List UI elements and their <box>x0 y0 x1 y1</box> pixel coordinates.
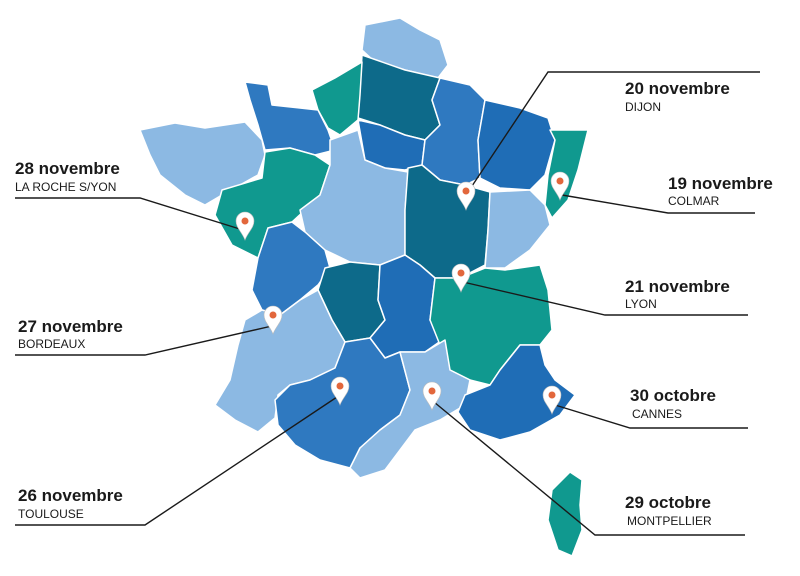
pin-dot <box>457 269 465 277</box>
event-city: CANNES <box>632 407 682 421</box>
event-city: BORDEAUX <box>18 337 85 351</box>
event-city: MONTPELLIER <box>627 514 712 528</box>
event-date: 21 novembre <box>625 277 730 296</box>
map-pin <box>422 381 442 411</box>
map-pin <box>263 305 283 335</box>
leader-line <box>15 325 273 356</box>
pin-body <box>451 263 471 293</box>
leader-line <box>561 194 755 214</box>
leader-line <box>465 71 760 196</box>
region <box>139 121 266 206</box>
pin-dot <box>336 382 344 390</box>
pin-body <box>422 381 442 411</box>
pin-body <box>330 376 350 406</box>
event-date: 28 novembre <box>15 159 120 178</box>
event-city: LYON <box>625 297 657 311</box>
map-pin <box>235 211 255 241</box>
leader-line <box>15 394 341 526</box>
event-date: 29 octobre <box>625 493 711 512</box>
region <box>251 221 331 316</box>
pin-dot <box>428 387 436 395</box>
region <box>484 189 551 269</box>
region <box>457 344 576 441</box>
region <box>404 164 491 279</box>
map-pin <box>451 263 471 293</box>
leader-lines <box>15 71 760 536</box>
map-pin <box>456 181 476 211</box>
event-city: LA ROCHE S/YON <box>15 180 116 194</box>
pin-dot <box>241 217 249 225</box>
map-pin <box>330 376 350 406</box>
map-pin <box>542 385 562 415</box>
event-date: 30 octobre <box>630 386 716 405</box>
region-corse <box>547 471 583 557</box>
leader-line <box>554 404 748 429</box>
event-date: 26 novembre <box>18 486 123 505</box>
pin-body <box>456 181 476 211</box>
leader-line <box>433 401 745 536</box>
event-labels: 20 novembre DIJON 19 novembre COLMAR 21 … <box>15 79 773 528</box>
pin-dot <box>548 391 556 399</box>
leader-line <box>462 281 748 316</box>
event-date: 27 novembre <box>18 317 123 336</box>
event-date: 19 novembre <box>668 174 773 193</box>
pin-body <box>235 211 255 241</box>
region <box>477 99 556 191</box>
pin-body <box>263 305 283 335</box>
pin-body <box>542 385 562 415</box>
event-city: DIJON <box>625 100 661 114</box>
pin-dot <box>462 187 470 195</box>
event-city: TOULOUSE <box>18 507 84 521</box>
map-pin <box>550 171 570 201</box>
france-regions <box>139 17 589 557</box>
region <box>544 129 589 219</box>
event-date: 20 novembre <box>625 79 730 98</box>
leader-line <box>15 197 244 231</box>
pin-dot <box>556 177 564 185</box>
pin-body <box>550 171 570 201</box>
region <box>349 339 471 479</box>
pin-dot <box>269 311 277 319</box>
event-city: COLMAR <box>668 194 720 208</box>
